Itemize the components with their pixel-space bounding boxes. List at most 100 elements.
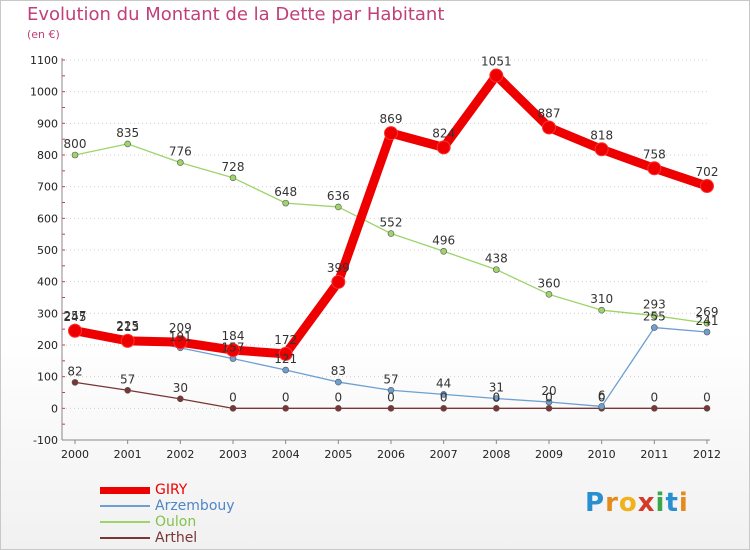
data-point-giry: [278, 346, 293, 361]
data-point-giry: [120, 333, 135, 348]
data-point-oulon: [282, 199, 289, 207]
y-tick-label: 1100: [30, 54, 58, 67]
data-point-arthel: [282, 405, 289, 412]
data-point-giry: [331, 274, 346, 289]
x-tick-label: 2009: [535, 448, 563, 461]
data-label-oulon: 496: [432, 233, 455, 247]
data-label-arthel: 30: [173, 381, 188, 395]
data-label-oulon: 800: [64, 137, 87, 151]
data-point-oulon: [71, 151, 79, 159]
data-label-arzembouy: 83: [331, 364, 346, 378]
data-label-giry: 887: [538, 106, 561, 120]
data-point-giry: [436, 140, 451, 155]
y-tick-label: 400: [37, 276, 58, 289]
data-label-oulon: 438: [485, 252, 508, 266]
x-tick-label: 2001: [114, 448, 142, 461]
data-point-giry: [594, 142, 609, 157]
data-point-giry: [68, 323, 82, 338]
legend-swatch-oulon: [100, 521, 150, 523]
x-tick-label: 2007: [430, 448, 458, 461]
y-tick-label: 0: [51, 402, 58, 415]
data-point-giry: [384, 126, 398, 141]
y-tick-label: 600: [37, 212, 58, 225]
legend-label-arthel: Arthel: [155, 530, 198, 546]
proxiti-logo: Proxiti: [585, 488, 689, 518]
data-label-arzembouy: 6: [598, 388, 606, 402]
data-label-arzembouy: 225: [116, 319, 139, 333]
data-point-oulon: [598, 306, 605, 314]
chart-subtitle: (en €): [27, 28, 60, 41]
data-label-arthel: 0: [335, 390, 343, 404]
data-point-giry: [226, 343, 240, 358]
x-tick-label: 2010: [588, 448, 616, 461]
data-point-arzembouy: [440, 391, 447, 398]
data-label-arzembouy: 44: [436, 376, 451, 390]
data-label-arthel: 0: [545, 390, 553, 404]
data-point-arthel: [124, 386, 131, 394]
x-tick-label: 2006: [377, 448, 405, 461]
y-tick-label: 300: [37, 307, 58, 320]
data-label-giry: 213: [116, 320, 139, 334]
logo-letter: r: [605, 488, 619, 518]
data-point-arthel: [703, 405, 711, 412]
data-point-arthel: [545, 405, 553, 412]
data-point-arthel: [177, 395, 184, 403]
data-point-arthel: [493, 405, 500, 412]
data-label-giry: 758: [643, 147, 666, 161]
logo-letter: x: [637, 488, 656, 518]
data-point-giry: [700, 179, 714, 194]
data-label-oulon: 360: [538, 276, 561, 290]
data-point-arthel: [651, 405, 658, 412]
data-point-oulon: [177, 159, 184, 166]
data-point-arzembouy: [335, 378, 342, 386]
data-point-oulon: [651, 312, 658, 319]
chart-title: Evolution du Montant de la Dette par Hab…: [27, 4, 445, 25]
data-label-arzembouy: 157: [222, 341, 245, 355]
data-point-oulon: [493, 266, 500, 273]
data-point-arzembouy: [493, 395, 500, 402]
data-point-arzembouy: [387, 386, 395, 394]
y-tick-label: 1000: [30, 86, 58, 99]
data-point-giry: [173, 335, 188, 350]
data-point-oulon: [545, 291, 553, 298]
logo-letter: P: [585, 488, 606, 518]
y-tick-label: -100: [33, 434, 58, 447]
data-label-arzembouy: 255: [643, 310, 666, 324]
data-label-arzembouy: 241: [696, 314, 719, 328]
y-tick-label: 500: [37, 244, 58, 257]
data-label-arthel: 57: [120, 372, 135, 386]
y-tick-label: 200: [37, 339, 58, 352]
data-point-arzembouy: [282, 366, 289, 374]
x-tick-label: 2003: [219, 448, 247, 461]
data-point-arzembouy: [651, 324, 658, 331]
legend-swatch-arzembouy: [100, 505, 150, 507]
data-label-arthel: 0: [440, 390, 448, 404]
data-label-oulon: 269: [696, 305, 719, 319]
x-tick-label: 2002: [166, 448, 194, 461]
legend-label-giry: GIRY: [155, 482, 188, 498]
logo-letter: t: [665, 488, 679, 518]
logo-letter: i: [678, 488, 689, 518]
x-tick-label: 2005: [324, 448, 352, 461]
data-point-oulon: [440, 247, 447, 255]
data-label-giry: 209: [169, 321, 192, 335]
legend-label-oulon: Oulon: [155, 514, 197, 530]
x-tick-label: 2008: [482, 448, 510, 461]
data-point-arthel: [335, 405, 342, 412]
data-label-oulon: 293: [643, 298, 666, 312]
data-label-giry: 702: [696, 165, 719, 179]
data-label-arzembouy: 121: [274, 352, 297, 366]
y-tick-label: 100: [37, 371, 58, 384]
data-label-giry: 399: [327, 261, 350, 275]
data-label-arthel: 0: [598, 390, 606, 404]
data-label-arzembouy: 257: [64, 309, 87, 323]
data-label-arthel: 82: [67, 364, 82, 378]
data-label-arthel: 0: [387, 390, 395, 404]
data-point-oulon: [387, 230, 395, 237]
data-label-arthel: 0: [229, 390, 237, 404]
legend-swatch-arthel: [100, 537, 150, 539]
y-tick-label: 800: [37, 149, 58, 162]
data-label-oulon: 310: [590, 292, 613, 306]
data-label-giry: 824: [432, 126, 455, 140]
